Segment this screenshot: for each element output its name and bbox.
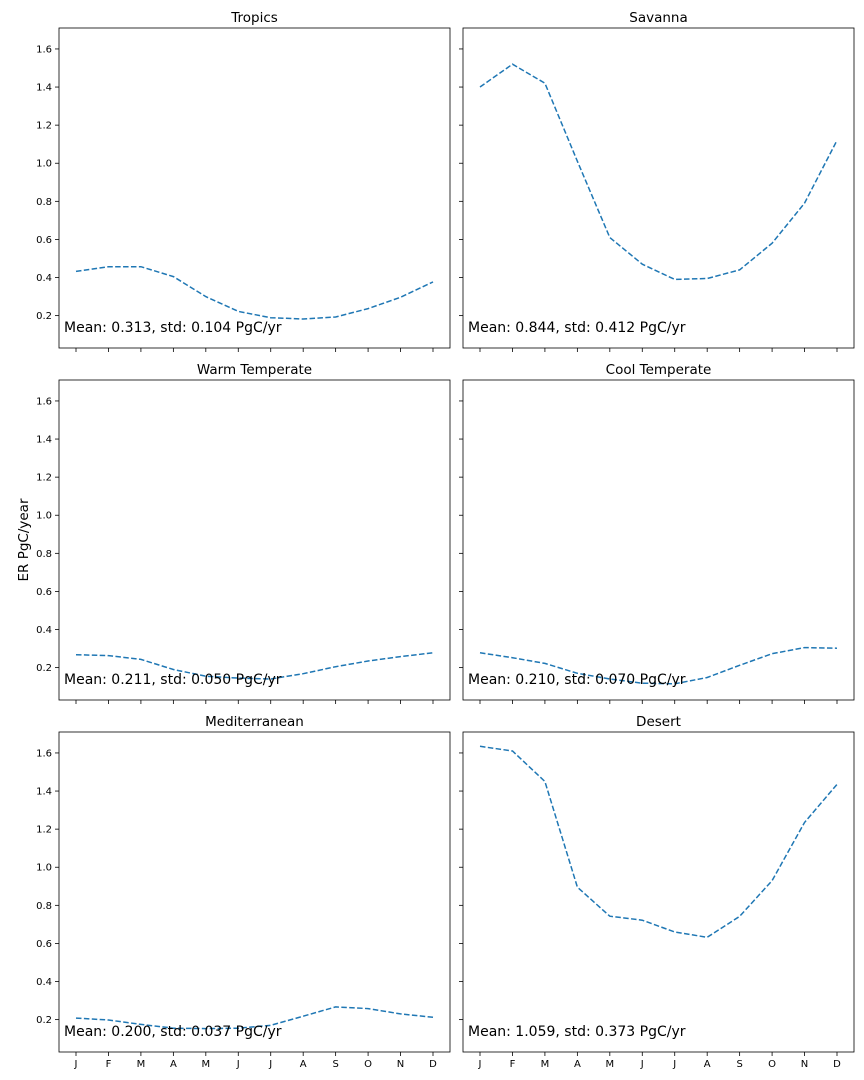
x-tick-label: A bbox=[574, 1059, 581, 1070]
series-line-desert bbox=[479, 745, 838, 939]
y-tick-label: 0.8 bbox=[36, 549, 52, 560]
x-tick-label: S bbox=[736, 1059, 742, 1070]
panel-warm-temperate: Warm Temperate 0.2 0.4 0.6 0.8 1.0 1.2 1.4 1.6 Me… bbox=[36, 362, 451, 704]
y-tick-label: 0.6 bbox=[36, 235, 52, 246]
x-tick-label: O bbox=[768, 1059, 776, 1070]
x-tick-label: O bbox=[364, 1059, 372, 1070]
x-tick-label: F bbox=[510, 1059, 516, 1070]
x-tick-label: A bbox=[300, 1059, 307, 1070]
x-tick-label: J bbox=[236, 1059, 240, 1070]
x-tick-label: N bbox=[801, 1059, 808, 1070]
plot-frame bbox=[58, 27, 451, 349]
stats-annotation-mediterranean: Mean: 0.200, std: 0.037 PgC/yr bbox=[64, 1024, 282, 1040]
x-tick-label: J bbox=[672, 1059, 676, 1070]
y-tick-label: 1.4 bbox=[36, 83, 52, 94]
y-tick-label: 1.6 bbox=[36, 748, 52, 759]
y-tick-label: 0.2 bbox=[36, 663, 52, 674]
panel-title-warm-temperate: Warm Temperate bbox=[197, 362, 312, 378]
stats-annotation-tropics: Mean: 0.313, std: 0.104 PgC/yr bbox=[64, 320, 282, 336]
x-tick-label: J bbox=[478, 1059, 482, 1070]
y-tick-label: 0.2 bbox=[36, 1015, 52, 1026]
y-tick-label: 1.2 bbox=[36, 121, 52, 132]
panel-title-cool-temperate: Cool Temperate bbox=[606, 362, 712, 378]
y-tick-label: 1.6 bbox=[36, 44, 52, 55]
panel-desert: Desert J F M A M J J A S O N D Mean: 1.059, std: 0.37… bbox=[459, 714, 855, 1070]
x-tick-label: F bbox=[106, 1059, 112, 1070]
y-tick-label: 0.6 bbox=[36, 587, 52, 598]
series-line-savanna bbox=[479, 63, 838, 281]
y-tick-label: 1.6 bbox=[36, 396, 52, 407]
y-tick-label: 1.0 bbox=[36, 863, 52, 874]
panel-cool-temperate: Cool Temperate Mean: 0.210, std: 0.070 Pg… bbox=[459, 362, 855, 704]
plot-frame bbox=[58, 379, 451, 701]
y-tick-label: 0.4 bbox=[36, 273, 52, 284]
series-line-tropics bbox=[75, 265, 434, 320]
plot-frame bbox=[462, 379, 855, 701]
x-tick-label: J bbox=[268, 1059, 272, 1070]
plot-frame bbox=[462, 27, 855, 349]
x-tick-label: M bbox=[605, 1059, 614, 1070]
panel-title-desert: Desert bbox=[636, 714, 681, 730]
panel-savanna: Savanna Mean: 0.844, std: 0.412 PgC/yr bbox=[459, 10, 855, 352]
plot-frame bbox=[58, 731, 451, 1053]
x-tick-label: A bbox=[704, 1059, 711, 1070]
plot-frame bbox=[462, 731, 855, 1053]
panel-mediterranean: Mediterranean 0.2 0.4 0.6 0.8 1.0 1.2 1.4 1.6 J F M… bbox=[36, 714, 451, 1070]
y-tick-label: 1.0 bbox=[36, 511, 52, 522]
series-line-cool-temperate bbox=[479, 646, 838, 685]
x-tick-label: S bbox=[332, 1059, 338, 1070]
x-tick-label: M bbox=[137, 1059, 146, 1070]
stats-annotation-cool-temperate: Mean: 0.210, std: 0.070 PgC/yr bbox=[468, 672, 686, 688]
stats-annotation-savanna: Mean: 0.844, std: 0.412 PgC/yr bbox=[468, 320, 686, 336]
y-tick-label: 0.2 bbox=[36, 311, 52, 322]
series-line-mediterranean bbox=[75, 1006, 434, 1030]
y-tick-label: 1.0 bbox=[36, 159, 52, 170]
panel-title-savanna: Savanna bbox=[629, 10, 688, 26]
y-tick-label: 0.4 bbox=[36, 625, 52, 636]
panel-title-mediterranean: Mediterranean bbox=[205, 714, 304, 730]
y-tick-label: 0.8 bbox=[36, 197, 52, 208]
panel-tropics: Tropics 0.2 0.4 0.6 0.8 1.0 1.2 1.4 1.6 Mean: 0.3… bbox=[36, 10, 451, 352]
y-tick-label: 1.2 bbox=[36, 825, 52, 836]
x-tick-label: N bbox=[397, 1059, 404, 1070]
stats-annotation-warm-temperate: Mean: 0.211, std: 0.050 PgC/yr bbox=[64, 672, 282, 688]
y-tick-label: 0.6 bbox=[36, 939, 52, 950]
x-tick-label: M bbox=[541, 1059, 550, 1070]
y-tick-label: 1.4 bbox=[36, 435, 52, 446]
y-tick-label: 0.8 bbox=[36, 901, 52, 912]
panels: Tropics 0.2 0.4 0.6 0.8 1.0 1.2 1.4 1.6 Mean: 0.3… bbox=[36, 10, 855, 1070]
y-tick-label: 0.4 bbox=[36, 977, 52, 988]
stats-annotation-desert: Mean: 1.059, std: 0.373 PgC/yr bbox=[468, 1024, 686, 1040]
x-tick-label: A bbox=[170, 1059, 177, 1070]
x-tick-label: D bbox=[429, 1059, 437, 1070]
x-tick-label: J bbox=[640, 1059, 644, 1070]
panel-title-tropics: Tropics bbox=[230, 10, 278, 26]
y-axis-label: ER PgC/year bbox=[16, 498, 32, 581]
series-line-warm-temperate bbox=[75, 652, 434, 680]
x-tick-label: J bbox=[74, 1059, 78, 1070]
x-tick-label: D bbox=[833, 1059, 841, 1070]
x-tick-label: M bbox=[201, 1059, 210, 1070]
y-tick-label: 1.4 bbox=[36, 787, 52, 798]
y-tick-label: 1.2 bbox=[36, 473, 52, 484]
